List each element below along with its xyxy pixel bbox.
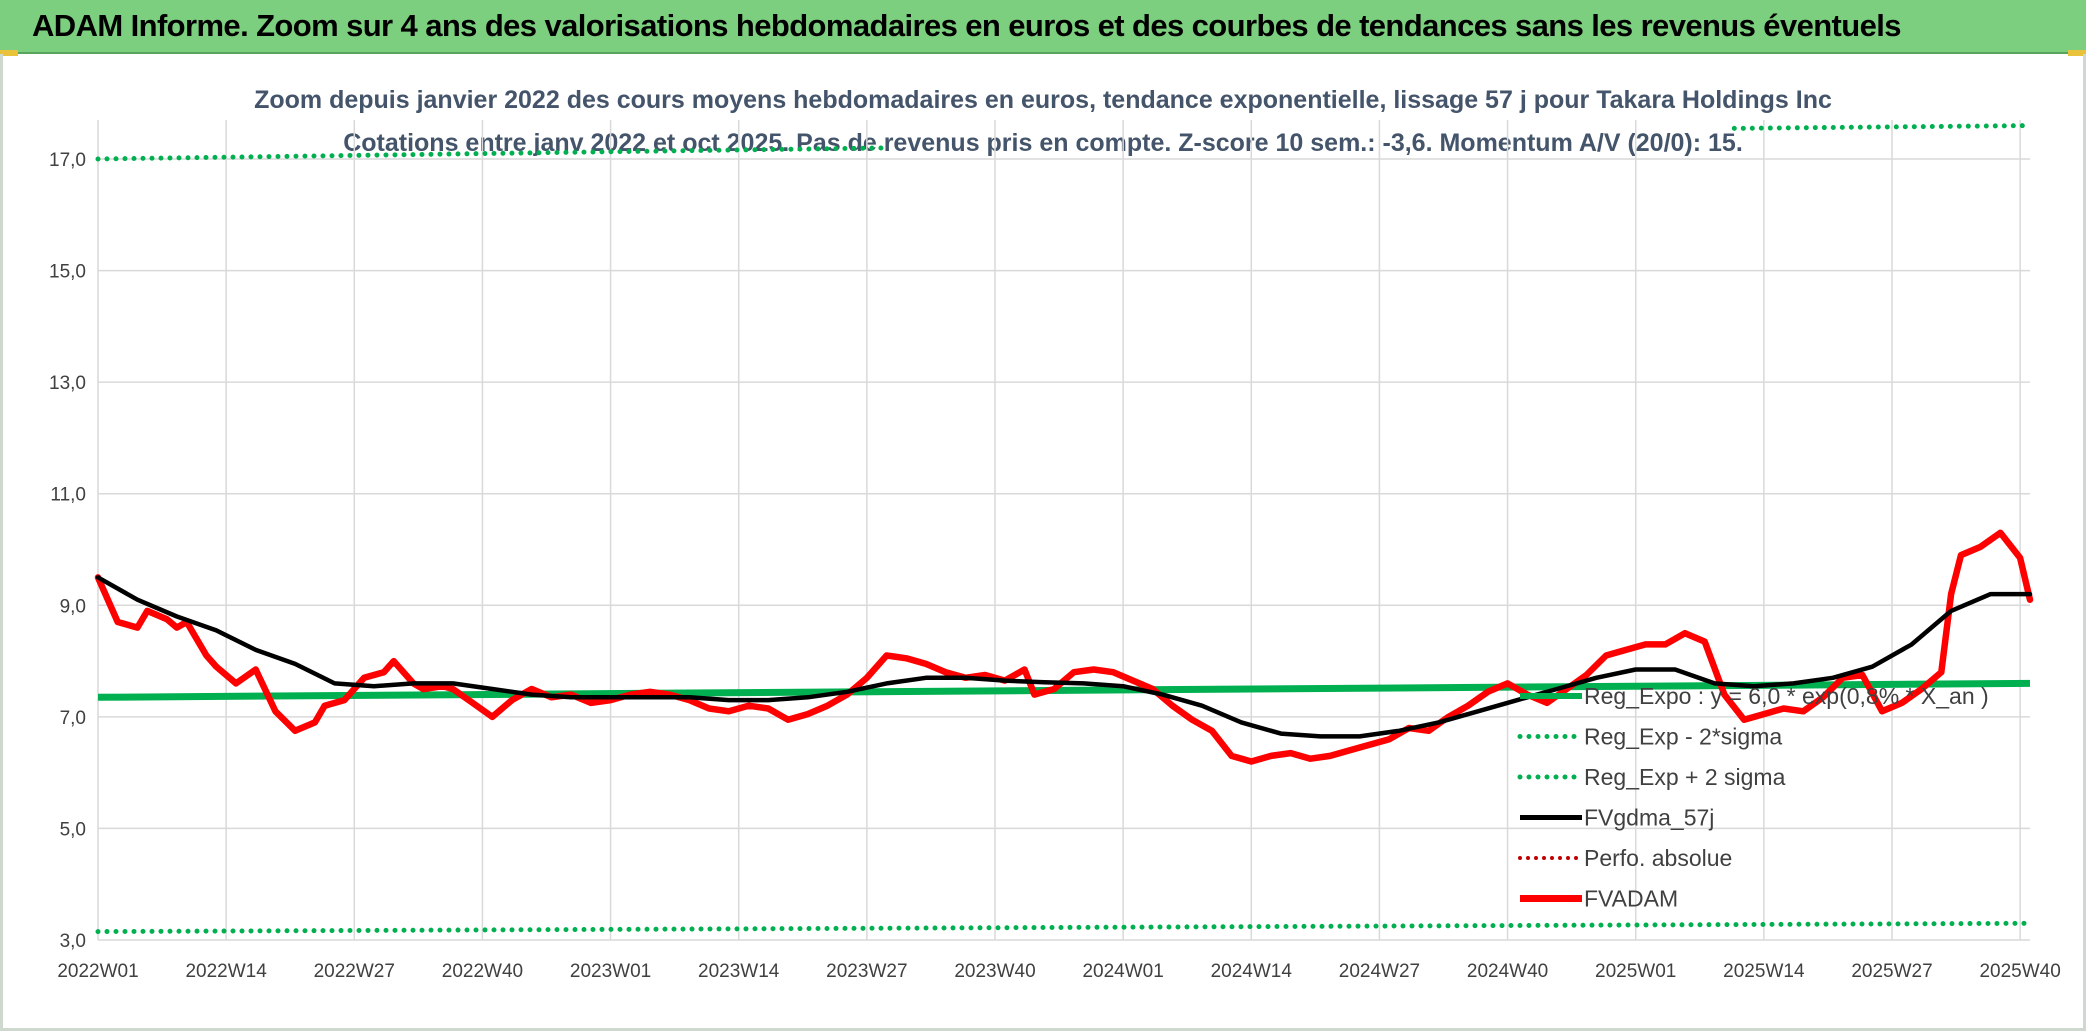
y-tick-label: 3,0 — [60, 931, 86, 952]
y-tick-label: 15,0 — [49, 262, 86, 283]
x-tick-label: 2023W40 — [954, 961, 1035, 982]
x-axis: 2022W01 2022W14 2022W27 2022W40 2023W01 2023W… — [57, 961, 2060, 982]
series-fvadam — [94, 529, 2034, 765]
y-tick-label: 7,0 — [60, 708, 86, 729]
x-tick-label: 2022W14 — [185, 961, 267, 982]
x-tick-label: 2025W01 — [1595, 961, 1676, 982]
y-tick-label: 17,0 — [49, 150, 86, 171]
series-fvgdma-57j — [95, 575, 2033, 739]
banner-corner-left — [0, 50, 18, 56]
x-tick-label: 2025W27 — [1851, 961, 1932, 982]
legend-label: Reg_Exp - 2*sigma — [1584, 724, 1782, 750]
x-tick-label: 2023W14 — [698, 961, 780, 982]
report-banner: ADAM Informe. Zoom sur 4 ans des valoris… — [0, 0, 2086, 54]
legend: Reg_Expo : y = 6,0 * exp(0,8% * X_an ) Re… — [1517, 683, 1989, 912]
legend-label: FVADAM — [1584, 886, 1678, 912]
grid — [97, 120, 2030, 941]
report-title: ADAM Informe. Zoom sur 4 ans des valoris… — [32, 8, 1902, 43]
x-tick-label: 2025W40 — [1979, 961, 2060, 982]
y-tick-label: 11,0 — [50, 485, 86, 506]
x-tick-label: 2023W27 — [826, 961, 907, 982]
x-tick-label: 2022W40 — [442, 961, 523, 982]
series-reg-expo — [97, 679, 2031, 701]
legend-label: Perfo. absolue — [1584, 845, 1732, 871]
x-tick-label: 2024W40 — [1467, 961, 1548, 982]
series-reg-exp-plus-2sigma — [95, 145, 890, 162]
y-tick-label: 9,0 — [60, 596, 86, 617]
chart-title-line1: Zoom depuis janvier 2022 des cours moyen… — [254, 86, 1832, 114]
chart-title-line2: Cotations entre janv 2022 et oct 2025. P… — [343, 129, 1743, 157]
y-axis: 3,0 5,0 7,0 9,0 11,0 13,0 15,0 17,0 — [49, 150, 86, 952]
x-tick-label: 2024W27 — [1339, 961, 1420, 982]
series-layer — [94, 123, 2034, 935]
chart-frame — [0, 54, 2086, 1031]
x-tick-label: 2025W14 — [1723, 961, 1805, 982]
y-tick-label: 5,0 — [60, 819, 86, 840]
y-tick-label: 13,0 — [49, 373, 86, 394]
banner-corner-right — [2068, 50, 2086, 56]
x-tick-label: 2023W01 — [570, 961, 651, 982]
x-tick-label: 2024W01 — [1082, 961, 1163, 982]
series-reg-exp-minus-2sigma — [95, 920, 2033, 935]
legend-label: Reg_Exp + 2 sigma — [1584, 764, 1786, 790]
x-tick-label: 2024W14 — [1211, 961, 1293, 982]
legend-label: FVgdma_57j — [1584, 805, 1714, 831]
x-tick-label: 2022W27 — [314, 961, 395, 982]
legend-label: Reg_Expo : y = 6,0 * exp(0,8% * X_an ) — [1584, 683, 1989, 709]
x-tick-label: 2022W01 — [57, 961, 138, 982]
series-reg-exp-plus-2sigma-right — [1731, 123, 2033, 131]
